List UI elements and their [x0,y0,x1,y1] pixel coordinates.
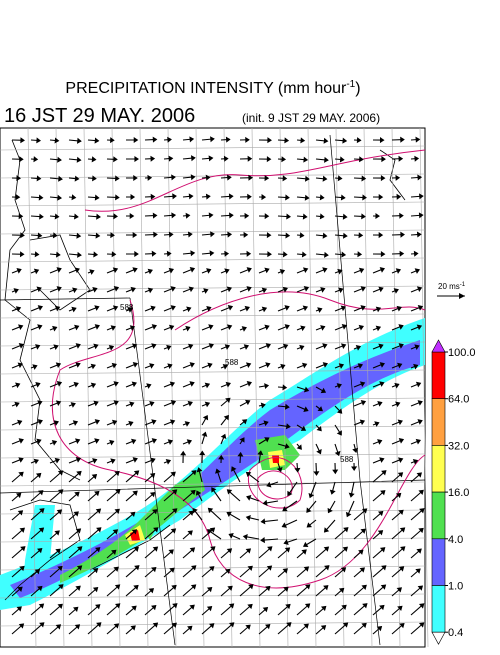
title-close: ) [355,80,360,97]
colorbar-label: 0.4 [448,627,463,639]
colorbar-box [432,352,445,399]
colorbar-label: 1.0 [448,581,463,593]
colorbar-box [432,399,445,446]
colorbar-box [432,445,445,492]
colorbar-over [432,340,445,352]
colorbar-label: 64.0 [448,394,469,406]
colorbar-box [432,539,445,586]
scale-label: 20 ms-1 [438,282,466,291]
colorbar-label: 4.0 [448,534,463,546]
title-text: PRECIPITATION INTENSITY (mm hour [65,80,347,97]
colorbar-box [432,586,445,633]
map: 588 588 588 [0,128,428,647]
init-time: (init. 9 JST 29 MAY. 2006) [242,111,380,125]
colorbar-label: 100.0 [448,347,476,359]
colorbar: 100.0 64.0 32.0 16.0 4.0 1.0 0.4 [432,340,476,644]
scale-text: 20 ms [438,282,460,291]
scale-arrow-head [459,293,465,299]
colorbar-under [432,632,445,644]
scale-sup: -1 [460,282,466,288]
title: PRECIPITATION INTENSITY (mm hour-1) [65,79,360,97]
colorbar-label: 32.0 [448,440,469,452]
contour-label: 588 [340,455,354,464]
valid-time: 16 JST 29 MAY. 2006 [4,105,195,127]
colorbar-box [432,492,445,539]
colorbar-label: 16.0 [448,487,469,499]
